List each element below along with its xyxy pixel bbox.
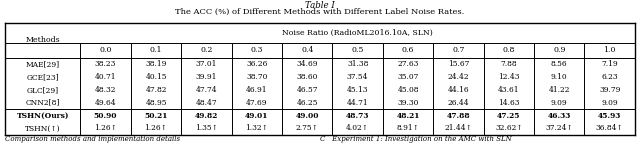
Text: 48.73: 48.73	[346, 112, 369, 119]
Text: 41.22: 41.22	[548, 86, 570, 94]
Text: 49.00: 49.00	[296, 112, 319, 119]
Text: 46.25: 46.25	[296, 99, 318, 107]
Text: 7.88: 7.88	[500, 60, 517, 68]
Text: 38.19: 38.19	[145, 60, 166, 68]
Text: 39.91: 39.91	[196, 73, 217, 81]
Text: 9.09: 9.09	[551, 99, 568, 107]
Text: 1.26↑: 1.26↑	[94, 124, 117, 132]
Text: 0.3: 0.3	[251, 46, 263, 54]
Text: 2.75↑: 2.75↑	[296, 124, 319, 132]
Text: 40.15: 40.15	[145, 73, 167, 81]
Text: 0.2: 0.2	[200, 46, 212, 54]
Text: 37.01: 37.01	[196, 60, 217, 68]
Text: 48.21: 48.21	[396, 112, 420, 119]
Text: 21.44↑: 21.44↑	[445, 124, 472, 132]
Text: 40.71: 40.71	[95, 73, 116, 81]
Text: 0.4: 0.4	[301, 46, 314, 54]
Text: 50.21: 50.21	[144, 112, 168, 119]
Text: 49.01: 49.01	[245, 112, 269, 119]
Text: 0.6: 0.6	[402, 46, 414, 54]
Text: 39.79: 39.79	[599, 86, 620, 94]
Text: 24.42: 24.42	[447, 73, 469, 81]
Text: 0.7: 0.7	[452, 46, 465, 54]
Text: 1.26↑: 1.26↑	[145, 124, 168, 132]
Text: 0.9: 0.9	[553, 46, 566, 54]
Text: TSHN(↑): TSHN(↑)	[25, 124, 61, 132]
Text: 47.88: 47.88	[447, 112, 470, 119]
Text: 1.35↑: 1.35↑	[195, 124, 218, 132]
Text: Noise Ratio (RadioML2016.10A, SLN): Noise Ratio (RadioML2016.10A, SLN)	[282, 29, 433, 37]
Text: 44.71: 44.71	[347, 99, 369, 107]
Text: 46.33: 46.33	[548, 112, 571, 119]
Text: Table I: Table I	[305, 1, 335, 10]
Text: 4.02↑: 4.02↑	[346, 124, 369, 132]
Text: 45.93: 45.93	[598, 112, 621, 119]
Text: TSHN(Ours): TSHN(Ours)	[17, 112, 69, 119]
Text: 34.69: 34.69	[296, 60, 318, 68]
Text: 12.43: 12.43	[498, 73, 520, 81]
Text: 0.0: 0.0	[99, 46, 112, 54]
Text: 49.82: 49.82	[195, 112, 218, 119]
Text: 1.32↑: 1.32↑	[245, 124, 268, 132]
Text: 14.63: 14.63	[498, 99, 520, 107]
Text: The ACC (%) of Different Methods with Different Label Noise Rates.: The ACC (%) of Different Methods with Di…	[175, 8, 465, 16]
Text: 0.1: 0.1	[150, 46, 163, 54]
Text: 38.60: 38.60	[296, 73, 318, 81]
Text: 47.69: 47.69	[246, 99, 268, 107]
Text: 43.61: 43.61	[498, 86, 520, 94]
Text: CNN2[8]: CNN2[8]	[26, 99, 60, 107]
Text: 47.82: 47.82	[145, 86, 167, 94]
Text: 48.95: 48.95	[145, 99, 167, 107]
Text: GCE[23]: GCE[23]	[26, 73, 59, 81]
Text: 0.8: 0.8	[502, 46, 515, 54]
Text: 45.13: 45.13	[347, 86, 369, 94]
Text: GLC[29]: GLC[29]	[27, 86, 59, 94]
Text: 32.62↑: 32.62↑	[495, 124, 523, 132]
Text: 44.16: 44.16	[447, 86, 469, 94]
Text: 48.47: 48.47	[196, 99, 217, 107]
Text: 47.74: 47.74	[196, 86, 217, 94]
Text: 37.54: 37.54	[347, 73, 369, 81]
Text: 26.44: 26.44	[447, 99, 469, 107]
Text: 48.32: 48.32	[95, 86, 116, 94]
Text: 38.23: 38.23	[95, 60, 116, 68]
Text: 47.25: 47.25	[497, 112, 520, 119]
Text: 1.0: 1.0	[604, 46, 616, 54]
Text: 0.5: 0.5	[351, 46, 364, 54]
Text: 8.56: 8.56	[551, 60, 568, 68]
Text: 38.70: 38.70	[246, 73, 268, 81]
Text: 36.26: 36.26	[246, 60, 268, 68]
Text: 9.10: 9.10	[551, 73, 568, 81]
Text: 35.07: 35.07	[397, 73, 419, 81]
Text: Methods: Methods	[26, 36, 60, 44]
Text: 27.63: 27.63	[397, 60, 419, 68]
Text: 6.23: 6.23	[602, 73, 618, 81]
Text: C   Experiment 1: Investigation on the AMC with SLN: C Experiment 1: Investigation on the AMC…	[320, 135, 512, 143]
Text: Comparison methods and implementation details: Comparison methods and implementation de…	[5, 135, 180, 143]
Text: 36.84↑: 36.84↑	[596, 124, 623, 132]
Text: 37.24↑: 37.24↑	[545, 124, 573, 132]
Text: 39.30: 39.30	[397, 99, 419, 107]
Text: 15.67: 15.67	[448, 60, 469, 68]
Text: 46.91: 46.91	[246, 86, 268, 94]
Text: MAE[29]: MAE[29]	[26, 60, 60, 68]
Text: 45.08: 45.08	[397, 86, 419, 94]
Text: 9.09: 9.09	[602, 99, 618, 107]
Text: 50.90: 50.90	[94, 112, 117, 119]
Text: 31.38: 31.38	[347, 60, 369, 68]
Text: 46.57: 46.57	[296, 86, 318, 94]
Text: 49.64: 49.64	[95, 99, 116, 107]
Text: 7.19: 7.19	[602, 60, 618, 68]
Text: 8.91↑: 8.91↑	[397, 124, 419, 132]
